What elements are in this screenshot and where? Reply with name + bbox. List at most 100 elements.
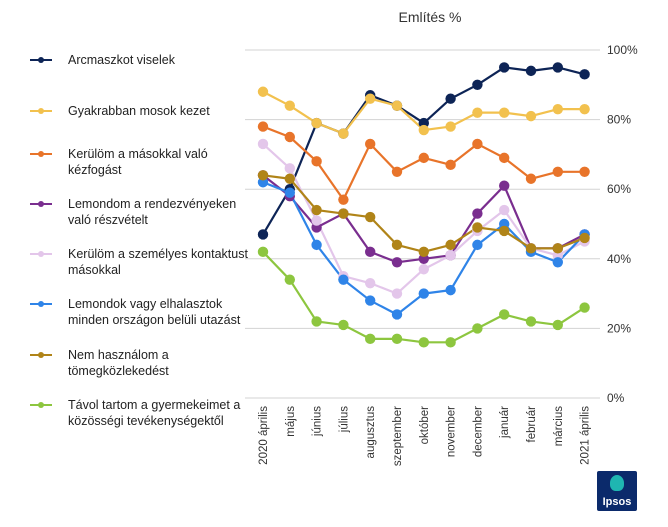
data-point [579,69,590,80]
data-point [418,152,429,164]
data-point [445,121,456,132]
legend-marker-icon [30,352,52,358]
x-tick-label: október [419,406,431,445]
data-point [525,173,537,184]
data-point [579,232,590,244]
data-point [525,243,537,254]
data-point [391,166,403,177]
data-point [499,225,510,237]
data-point [365,333,376,345]
data-point [579,302,590,313]
legend-marker-icon [30,201,52,207]
data-point [445,284,456,296]
data-point [391,309,403,320]
data-point [391,288,403,299]
data-point [445,159,456,171]
data-point [284,131,295,143]
data-point [391,100,403,111]
ipsos-logo: Ipsos [597,471,637,511]
legend-marker-icon [30,301,52,307]
data-point [579,166,590,177]
chart-title: Említés % [398,9,462,25]
data-point [284,100,295,111]
data-point [499,107,510,118]
data-point [365,138,376,150]
x-tick-label: november [446,406,458,457]
data-point [284,173,295,184]
data-point [365,211,376,223]
y-tick-label: 40% [607,252,631,266]
data-point [418,246,429,258]
data-point [418,264,429,275]
data-point [311,117,322,129]
data-point [418,124,429,136]
data-point [418,337,429,348]
data-point [311,316,322,327]
data-point [552,257,563,268]
data-point [257,229,269,240]
x-tick-label: július [338,406,350,433]
data-point [472,323,483,334]
legend-label: Arcmaszkot viselek [68,53,175,67]
data-point [499,152,510,164]
data-point [284,274,295,285]
legend-label: Gyakrabban mosok kezet [68,104,210,118]
data-point [391,333,403,345]
data-point [499,309,510,320]
data-point [338,208,349,219]
data-point [284,187,295,198]
data-point [445,337,456,348]
data-point [365,93,376,104]
data-point [391,239,403,251]
data-point [257,246,269,258]
logo-text: Ipsos [602,496,632,508]
legend-marker-icon [30,57,52,63]
legend-label: Lemondok vagy elhalasztok minden országo… [68,297,241,327]
data-point [525,65,537,77]
data-point [311,156,322,167]
x-tick-label: december [472,406,484,457]
data-point [525,316,537,327]
data-point [472,79,483,91]
data-point [311,215,322,226]
data-point [552,319,563,331]
data-point [472,208,483,219]
data-point [499,204,510,216]
legend-marker-icon [30,151,52,157]
data-point [365,277,376,289]
data-point [552,103,563,115]
data-point [257,138,269,150]
legend-marker-icon [30,108,52,114]
data-point [338,274,349,285]
y-tick-label: 60% [607,182,631,196]
data-point [552,166,563,177]
data-point [257,121,269,132]
data-point [338,319,349,331]
data-point [472,222,483,233]
data-point [391,257,403,268]
data-point [445,239,456,251]
x-tick-label: 2020 április [258,406,270,465]
data-point [445,93,456,104]
x-tick-label: augusztus [365,406,377,459]
legend-marker-icon [30,251,52,257]
data-point [311,239,322,251]
x-tick-label: június [312,406,324,437]
y-tick-label: 20% [607,321,631,335]
data-point [338,194,349,205]
legend-label: Kerülöm a másokkal való kézfogást [68,147,208,177]
data-point [445,250,456,261]
data-point [365,295,376,306]
series-line [262,174,585,253]
logo-mark-icon [610,475,624,491]
data-point [338,128,349,139]
data-point [472,138,483,150]
legend-label: Nem használom a tömegközlekedést [68,348,169,378]
data-point [579,103,590,115]
data-point [311,204,322,216]
legend-label: Kerülöm a személyes kontaktust másokkal [68,247,248,277]
x-tick-label: szeptember [392,406,404,466]
x-tick-label: március [553,406,565,447]
x-tick-label: május [285,406,297,437]
